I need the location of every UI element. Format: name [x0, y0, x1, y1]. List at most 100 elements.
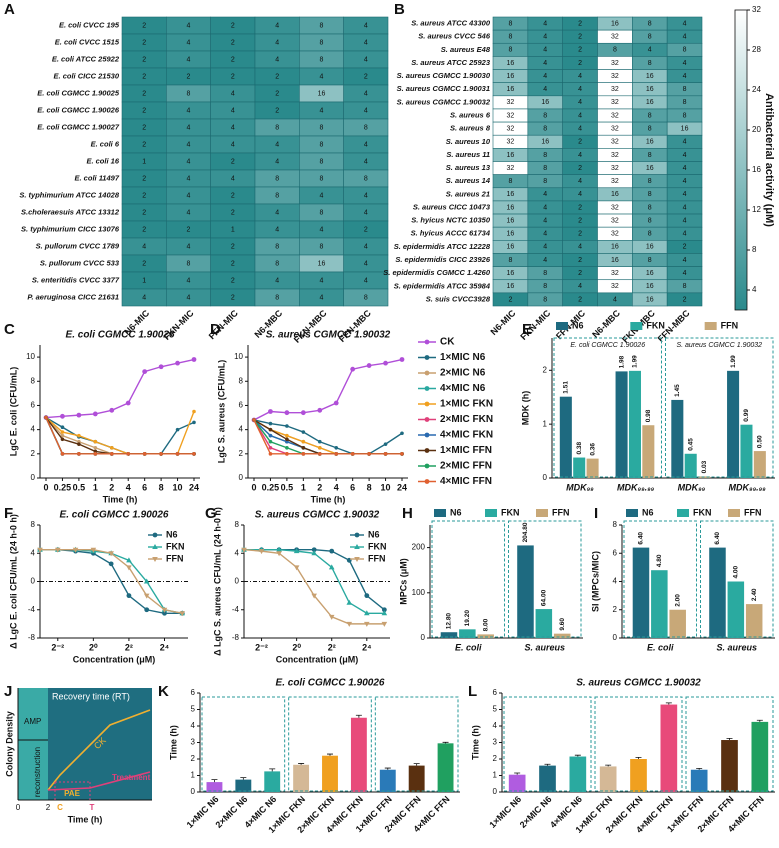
cell-value: 1 [142, 158, 146, 165]
y-tick-label: -4 [28, 605, 36, 614]
data-point [383, 452, 388, 456]
error-bar [327, 753, 333, 756]
value-label: 64.00 [541, 589, 548, 606]
cell-value: 8 [364, 175, 368, 182]
cell-value: 32 [611, 139, 619, 146]
cell-value: 4 [187, 192, 191, 199]
pae-label: PAE [64, 789, 81, 798]
error-bar [665, 702, 672, 705]
data-point [143, 578, 150, 584]
cell-value: 4 [578, 126, 582, 133]
value-label: 1.99 [632, 355, 639, 368]
cell-value: 2 [142, 260, 146, 267]
panel-label: B [394, 1, 405, 18]
x-axis-label: Time (h) [68, 814, 103, 824]
row-label: S. epidermidis CGMCC 1.4260 [383, 268, 491, 277]
data-point [381, 607, 387, 613]
y-tick-label: 4 [31, 548, 36, 557]
x-tick-label: 2⁰ [292, 642, 301, 652]
y-tick-label: 4 [31, 425, 36, 434]
row-label: S. aureus CICC 10473 [413, 202, 491, 211]
x-tick-label: 2² [328, 642, 336, 652]
cell-value: 4 [142, 294, 146, 301]
cell-value: 2 [578, 165, 582, 172]
ck-curve [47, 709, 151, 791]
legend-swatch [677, 509, 689, 517]
cell-value: 2 [142, 141, 146, 148]
x-tick-label: 10 [173, 482, 183, 492]
value-label: 0.99 [743, 409, 750, 422]
cell-value: 4 [543, 191, 547, 198]
cell-value: 8 [648, 217, 652, 224]
panel-label: D [210, 321, 221, 338]
cell-value: 2 [508, 296, 512, 303]
legend-swatch [630, 322, 643, 330]
group-box [623, 520, 697, 638]
cell-value: 2 [187, 73, 191, 80]
data-point [350, 366, 356, 372]
x-tick-label: 2⁻² [51, 642, 64, 652]
phase-bg [18, 688, 48, 800]
error-bar [442, 741, 449, 744]
y-tick-label: 4 [613, 577, 618, 586]
data-point [317, 439, 322, 444]
cell-value: 8 [648, 60, 652, 67]
bar [408, 765, 425, 792]
value-label: 6.40 [714, 532, 721, 545]
panel-label: I [594, 505, 598, 522]
error-bar [574, 754, 581, 757]
bar [459, 629, 476, 638]
row-label: E. coli CVCC 1515 [55, 37, 120, 46]
cell-value: 8 [613, 47, 617, 54]
y-axis-label: SI (MPCs/MIC) [590, 551, 600, 612]
cell-value: 8 [543, 296, 547, 303]
cell-value: 4 [578, 73, 582, 80]
legend-label: FKN [501, 507, 520, 517]
cell-value: 2 [142, 22, 146, 29]
bar [660, 704, 678, 792]
value-label: 0.03 [701, 460, 708, 473]
y-tick-label: 8 [235, 520, 240, 529]
error-bar [211, 779, 218, 783]
y-tick-label: 0 [543, 473, 548, 482]
value-label: 1.99 [730, 355, 737, 368]
error-bar [298, 763, 305, 765]
cell-value: 16 [507, 204, 515, 211]
y-tick-label: 2 [493, 754, 498, 763]
data-point [293, 548, 300, 554]
row-label: S. aureus 6 [450, 111, 491, 120]
legend-label: N6 [166, 529, 178, 539]
cell-value: 1 [231, 226, 235, 233]
cell-value: 2 [364, 73, 368, 80]
data-point [400, 431, 404, 436]
amp-label: AMP [24, 717, 41, 726]
data-point [381, 621, 388, 627]
cell-value: 16 [507, 191, 515, 198]
cell-value: 32 [611, 126, 619, 133]
row-label: S. hyicus ACCC 61734 [411, 229, 491, 238]
cell-value: 1 [142, 277, 146, 284]
y-tick-label: 2 [613, 605, 618, 614]
legend-label: 2×MIC FFN [440, 461, 492, 472]
series-line [45, 358, 195, 419]
y-axis-label: MPCs (μM) [398, 558, 408, 605]
legend-label: FKN [166, 541, 185, 551]
cell-value: 4 [543, 20, 547, 27]
x-tick-label: 6 [142, 482, 147, 492]
value-label: 1.98 [618, 355, 625, 368]
cell-value: 4 [683, 204, 687, 211]
cell-value: 4 [543, 244, 547, 251]
cell-value: 32 [611, 178, 619, 185]
cell-value: 16 [541, 139, 549, 146]
cell-value: 2 [578, 296, 582, 303]
cell-value: 16 [507, 231, 515, 238]
bar [379, 769, 396, 792]
bar [517, 545, 534, 638]
x-tick-label: 2⁰ [89, 642, 98, 652]
data-point [60, 437, 65, 442]
cell-value: 4 [231, 175, 235, 182]
data-point [301, 445, 306, 450]
cell-value: 2 [683, 244, 687, 251]
data-point [276, 551, 282, 557]
data-point [93, 445, 98, 450]
